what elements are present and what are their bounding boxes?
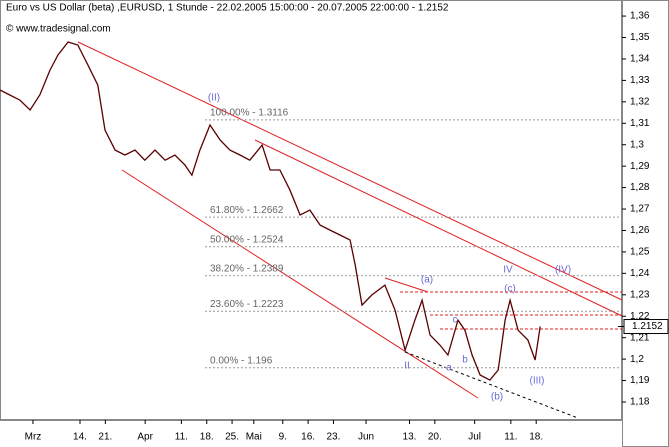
wave-label: (III) [530,376,545,387]
y-tick-label: 1,28 [630,182,650,193]
x-tick-label: 21. [98,432,112,443]
price-line [0,41,541,381]
chart-title: Euro vs US Dollar (beta) ,EURUSD, 1 Stun… [6,3,449,14]
channel-line [254,139,623,317]
x-tick-label: Jun [358,432,374,443]
x-tick-label: Mai [246,432,262,443]
fib-label: 61.80% - 1.2662 [210,205,284,216]
x-tick-label: 11. [175,432,188,443]
fib-label: 100.00% - 1.3116 [210,107,289,118]
fib-label: 23.60% - 1.2223 [210,299,284,310]
y-tick-label: 1,23 [630,289,650,300]
x-tick-label: 25. [225,432,239,443]
channel-line [77,41,623,301]
last-price-box [623,319,669,335]
y-tick-label: 1,2 [630,354,644,365]
wave-label: (II) [208,93,220,104]
y-tick-label: 1,18 [630,397,650,408]
y-tick-label: 1,29 [630,161,650,172]
y-tick-label: 1,32 [630,96,650,107]
x-tick-label: 18. [200,432,214,443]
last-price-label: 1.2152 [632,321,663,332]
x-tick-label: Apr [137,432,153,443]
x-tick-label: 20. [428,432,442,443]
wave-label: c [453,315,458,326]
fib-label: 38.20% - 1.2389 [210,263,284,274]
x-tick-label: 16. [301,432,315,443]
plot-frame [0,0,622,420]
wave-label: b [462,355,468,366]
y-tick-label: 1,34 [630,54,650,65]
x-tick-label: 9. [279,432,287,443]
dashed-trend [404,351,579,419]
y-tick-label: 1,31 [630,118,650,129]
y-tick-label: 1,24 [630,268,650,279]
y-tick-label: 1,3 [630,139,644,150]
wave-label: (a) [421,275,433,286]
x-tick-label: Mrz [25,432,42,443]
wave-label: IV [503,265,513,276]
x-tick-label: 18. [529,432,543,443]
wave-label: (b) [491,392,503,403]
wave-label: II [404,361,410,372]
fib-label: 0.00% - 1.196 [210,355,273,366]
x-tick-label: 13. [403,432,417,443]
y-tick-label: 1,19 [630,375,650,386]
y-tick-label: 1,26 [630,225,650,236]
wave-label: (IV) [555,265,571,276]
y-tick-label: 1,25 [630,247,650,258]
wave-label: a [446,363,452,374]
wave-label: (c) [504,284,516,295]
x-tick-label: 14. [73,432,87,443]
fib-label: 50.00% - 1.2524 [210,234,284,245]
y-tick-label: 1,27 [630,204,650,215]
trend-lines [77,41,623,399]
y-tick-label: 1,33 [630,75,650,86]
x-tick-label: 11. [504,432,517,443]
y-tick-label: 1,35 [630,32,650,43]
channel-line [384,277,429,293]
y-tick-label: 1,21 [630,332,650,343]
x-tick-label: Jul [468,432,481,443]
channel-line [121,169,479,399]
y-tick-label: 1,36 [630,11,650,22]
x-tick-label: 23. [326,432,340,443]
chart-subtitle: © www.tradesignal.com [6,24,111,35]
y-tick-label: 1,22 [630,311,650,322]
